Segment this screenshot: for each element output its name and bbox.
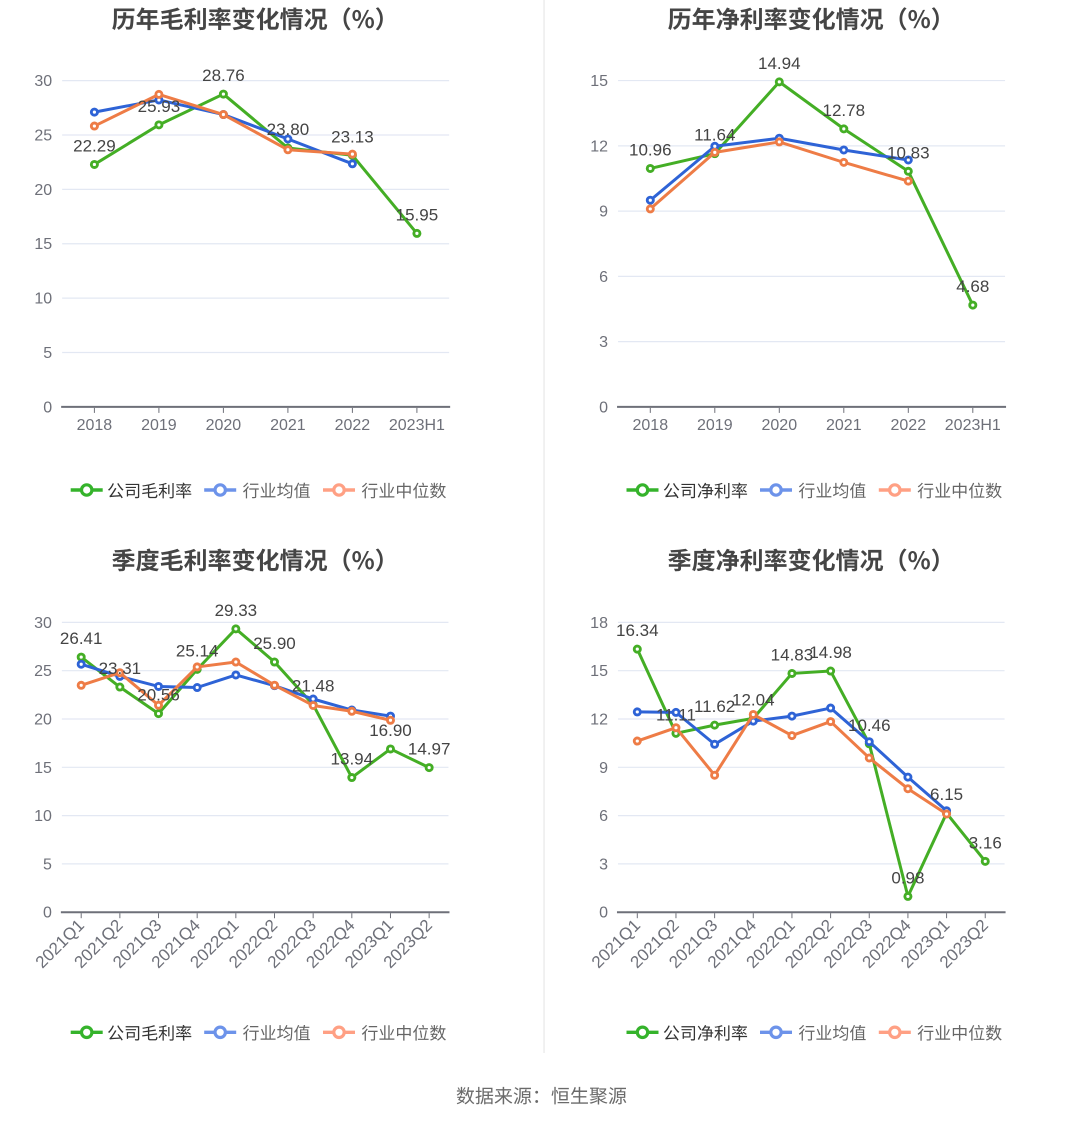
svg-text:2020: 2020 — [762, 417, 798, 434]
svg-text:28.76: 28.76 — [202, 66, 245, 85]
svg-text:25.90: 25.90 — [253, 634, 296, 653]
svg-text:10: 10 — [34, 291, 52, 308]
svg-text:20: 20 — [34, 182, 52, 199]
svg-text:16.34: 16.34 — [616, 621, 659, 640]
svg-text:0: 0 — [599, 399, 608, 416]
svg-text:2022: 2022 — [891, 417, 927, 434]
svg-text:14.98: 14.98 — [809, 643, 852, 662]
svg-text:25: 25 — [34, 127, 52, 144]
svg-text:3.16: 3.16 — [969, 833, 1002, 852]
svg-text:25.14: 25.14 — [176, 641, 219, 660]
svg-text:9: 9 — [599, 760, 608, 777]
svg-text:26.41: 26.41 — [60, 629, 103, 648]
svg-text:23.80: 23.80 — [267, 120, 310, 139]
svg-text:16.90: 16.90 — [369, 721, 412, 740]
svg-text:2023H1: 2023H1 — [389, 417, 445, 434]
svg-text:13.94: 13.94 — [331, 750, 374, 769]
svg-text:4.68: 4.68 — [956, 277, 989, 296]
svg-text:23.13: 23.13 — [331, 127, 374, 146]
svg-text:5: 5 — [43, 345, 52, 362]
svg-text:12.04: 12.04 — [732, 690, 775, 709]
svg-text:15.95: 15.95 — [396, 205, 439, 224]
svg-text:29.33: 29.33 — [215, 601, 258, 620]
svg-text:2022: 2022 — [335, 417, 371, 434]
svg-text:22.29: 22.29 — [73, 136, 116, 155]
svg-text:10.83: 10.83 — [887, 143, 930, 162]
svg-text:6: 6 — [599, 269, 608, 286]
svg-text:14.83: 14.83 — [771, 645, 814, 664]
svg-text:14.97: 14.97 — [408, 740, 451, 759]
svg-text:10: 10 — [34, 808, 52, 825]
svg-text:14.94: 14.94 — [758, 54, 801, 73]
svg-text:25: 25 — [34, 663, 52, 680]
svg-text:18: 18 — [590, 615, 608, 632]
svg-text:11.64: 11.64 — [694, 126, 735, 145]
svg-text:2019: 2019 — [141, 417, 177, 434]
svg-text:6: 6 — [599, 808, 608, 825]
svg-text:25.93: 25.93 — [138, 97, 181, 116]
svg-text:11.11: 11.11 — [656, 705, 696, 724]
svg-text:0: 0 — [43, 399, 52, 416]
svg-text:10.96: 10.96 — [629, 140, 672, 159]
svg-text:15: 15 — [590, 663, 608, 680]
svg-text:2019: 2019 — [697, 417, 733, 434]
svg-text:5: 5 — [43, 856, 52, 873]
svg-text:2018: 2018 — [77, 417, 113, 434]
svg-text:20.56: 20.56 — [137, 686, 180, 705]
svg-text:20: 20 — [34, 712, 52, 729]
svg-text:30: 30 — [34, 73, 52, 90]
svg-text:2023H1: 2023H1 — [945, 417, 1001, 434]
svg-text:23.31: 23.31 — [99, 659, 142, 678]
svg-text:12.78: 12.78 — [823, 101, 866, 120]
svg-text:15: 15 — [34, 760, 52, 777]
svg-text:30: 30 — [34, 615, 52, 632]
svg-text:6.15: 6.15 — [930, 785, 963, 804]
svg-text:21.48: 21.48 — [292, 677, 335, 696]
svg-text:3: 3 — [599, 856, 608, 873]
svg-text:2021: 2021 — [270, 417, 306, 434]
svg-text:9: 9 — [599, 204, 608, 221]
svg-text:2020: 2020 — [206, 417, 242, 434]
svg-text:3: 3 — [599, 334, 608, 351]
svg-text:15: 15 — [590, 73, 608, 90]
svg-text:0: 0 — [43, 905, 52, 922]
svg-text:12: 12 — [590, 138, 608, 155]
svg-text:0: 0 — [599, 905, 608, 922]
svg-text:2018: 2018 — [633, 417, 669, 434]
svg-text:15: 15 — [34, 236, 52, 253]
svg-text:11.62: 11.62 — [694, 697, 735, 716]
svg-text:2021: 2021 — [826, 417, 862, 434]
svg-text:10.46: 10.46 — [848, 716, 891, 735]
svg-text:12: 12 — [590, 712, 608, 729]
svg-text:0.98: 0.98 — [891, 868, 924, 887]
